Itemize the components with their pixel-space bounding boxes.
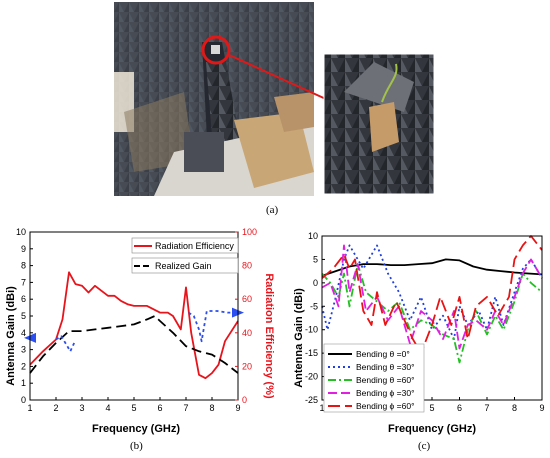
b-y-tick-label: 2 bbox=[21, 361, 26, 371]
b-series-3 bbox=[188, 310, 238, 343]
b-x-tick-label: 9 bbox=[235, 403, 240, 413]
c-y-tick-label: -5 bbox=[310, 301, 318, 311]
b-series-1 bbox=[29, 315, 239, 374]
anechoic-chamber-photo bbox=[114, 2, 437, 196]
b-y-axis-label: Antenna Gain (dBi) bbox=[5, 286, 17, 386]
b-x-tick-label: 6 bbox=[157, 403, 162, 413]
b-y-tick-label: 0 bbox=[21, 395, 26, 405]
b-x-axis-label: Frequency (GHz) bbox=[92, 423, 180, 435]
c-x-tick-label: 1 bbox=[319, 403, 324, 413]
b-plot-frame bbox=[29, 231, 239, 401]
c-legend-label-3: Bending ϕ =30° bbox=[356, 388, 415, 398]
b-legend-label-gain: Realized Gain bbox=[155, 261, 212, 271]
b-legend-box-1 bbox=[131, 237, 239, 254]
b-y-tick-label: 7 bbox=[21, 277, 26, 287]
c-legend-label-1: Bending θ =30° bbox=[356, 362, 414, 372]
c-x-tick-label: 6 bbox=[457, 403, 462, 413]
b-y-tick-label: 5 bbox=[21, 311, 26, 321]
c-x-tick-label: 5 bbox=[429, 403, 434, 413]
b-legend-box-2 bbox=[131, 257, 239, 274]
c-legend: Bending θ =0° Bending θ =30° Bending θ =60… bbox=[323, 343, 425, 413]
c-legend-label-0: Bending θ =0° bbox=[356, 349, 410, 359]
c-series-3 bbox=[321, 244, 543, 350]
c-x-tick-label: 7 bbox=[484, 403, 489, 413]
b-x-tick-label: 7 bbox=[183, 403, 188, 413]
b-x-tick-label: 8 bbox=[209, 403, 214, 413]
c-x-tick-label: 8 bbox=[512, 403, 517, 413]
caption-c: (c) bbox=[418, 440, 431, 452]
c-x-axis-label: Frequency (GHz) bbox=[388, 423, 476, 435]
b-y-tick-label: 6 bbox=[21, 294, 26, 304]
b-y-tick-label: 1 bbox=[21, 378, 26, 388]
b-y-right-tick-label: 40 bbox=[242, 328, 252, 338]
b-legend-label-efficiency: Radiation Efficiency bbox=[155, 241, 234, 251]
b-y-right-tick-label: 0 bbox=[242, 395, 247, 405]
caption-a: (a) bbox=[266, 204, 279, 216]
b-legend: Radiation Efficiency Realized Gain bbox=[131, 237, 239, 274]
c-y-tick-label: -20 bbox=[305, 372, 318, 382]
c-y-tick-label: 5 bbox=[313, 254, 318, 264]
photo-graphic bbox=[114, 2, 435, 196]
c-series-1 bbox=[321, 244, 543, 340]
c-legend-label-4: Bending ϕ =60° bbox=[356, 401, 415, 411]
b-x-tick-label: 1 bbox=[27, 403, 32, 413]
c-y-tick-label: -15 bbox=[305, 348, 318, 358]
c-series-4 bbox=[321, 235, 543, 355]
b-y-tick-label: 3 bbox=[21, 345, 26, 355]
b-y-right-tick-label: 80 bbox=[242, 261, 252, 271]
c-y-tick-label: 10 bbox=[308, 231, 318, 241]
c-y-tick-label: 0 bbox=[313, 278, 318, 288]
c-x-tick-label: 9 bbox=[539, 403, 544, 413]
b-y-right-tick-label: 100 bbox=[242, 227, 257, 237]
b-x-tick-label: 5 bbox=[131, 403, 136, 413]
c-legend-label-2: Bending θ =60° bbox=[356, 375, 414, 385]
c-y-tick-label: -25 bbox=[305, 395, 318, 405]
b-series-2 bbox=[55, 335, 76, 353]
b-x-tick-label: 3 bbox=[79, 403, 84, 413]
b-y-right-axis-label: Radiation Efficiency (%) bbox=[263, 273, 275, 399]
b-series-0 bbox=[29, 271, 239, 380]
c-legend-box bbox=[323, 343, 425, 413]
b-x-tick-label: 4 bbox=[105, 403, 110, 413]
c-y-tick-label: -10 bbox=[305, 325, 318, 335]
b-y-tick-label: 10 bbox=[16, 227, 26, 237]
b-x-tick-label: 2 bbox=[53, 403, 58, 413]
b-y-right-tick-label: 20 bbox=[242, 361, 252, 371]
caption-b: (b) bbox=[130, 440, 143, 452]
c-y-axis-label: Antenna Gain (dBi) bbox=[293, 288, 305, 388]
b-y-right-tick-label: 60 bbox=[242, 294, 252, 304]
b-y-tick-label: 9 bbox=[21, 244, 26, 254]
b-y-tick-label: 4 bbox=[21, 328, 26, 338]
b-y-tick-label: 8 bbox=[21, 261, 26, 271]
